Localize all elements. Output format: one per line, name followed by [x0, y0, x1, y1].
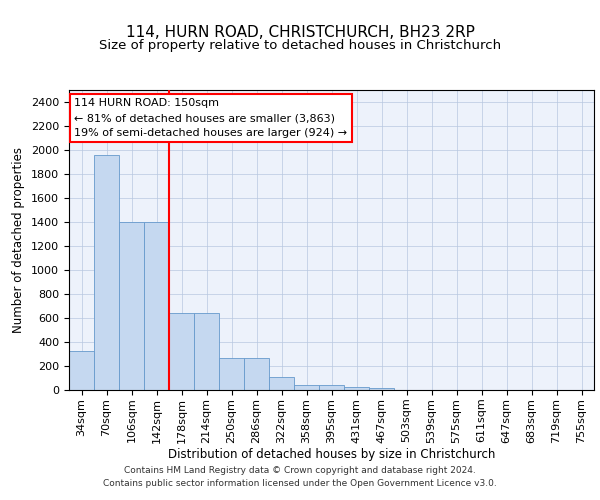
- X-axis label: Distribution of detached houses by size in Christchurch: Distribution of detached houses by size …: [168, 448, 495, 461]
- Bar: [244, 358, 269, 390]
- Text: Contains HM Land Registry data © Crown copyright and database right 2024.
Contai: Contains HM Land Registry data © Crown c…: [103, 466, 497, 487]
- Bar: [94, 155, 119, 390]
- Y-axis label: Number of detached properties: Number of detached properties: [13, 147, 25, 333]
- Bar: [69, 351, 94, 390]
- Text: 114 HURN ROAD: 150sqm
← 81% of detached houses are smaller (3,863)
19% of semi-d: 114 HURN ROAD: 150sqm ← 81% of detached …: [74, 98, 347, 138]
- Bar: [319, 385, 344, 390]
- Text: 114, HURN ROAD, CHRISTCHURCH, BH23 2RP: 114, HURN ROAD, CHRISTCHURCH, BH23 2RP: [125, 25, 475, 40]
- Bar: [119, 222, 144, 390]
- Bar: [194, 313, 219, 390]
- Bar: [144, 222, 169, 390]
- Bar: [169, 313, 194, 390]
- Bar: [294, 384, 319, 390]
- Bar: [269, 378, 294, 390]
- Text: Size of property relative to detached houses in Christchurch: Size of property relative to detached ho…: [99, 40, 501, 52]
- Bar: [369, 388, 394, 390]
- Bar: [219, 358, 244, 390]
- Bar: [344, 387, 369, 390]
